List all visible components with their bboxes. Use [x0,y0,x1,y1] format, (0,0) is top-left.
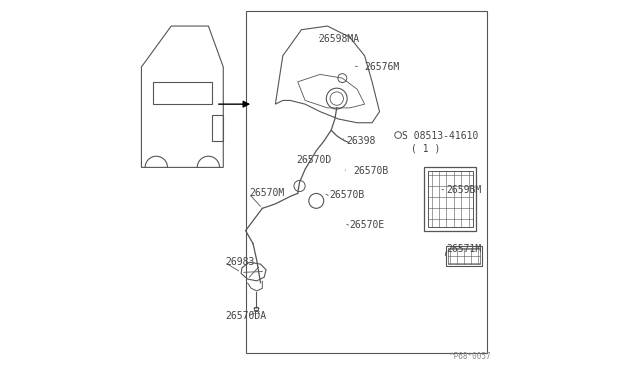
Text: 26571M: 26571M [447,244,482,254]
Text: 26398: 26398 [346,137,376,146]
Bar [447,246,482,266]
Text: 26598MA: 26598MA [318,34,359,44]
Text: 26570D: 26570D [296,155,331,165]
Text: 26570B: 26570B [353,166,388,176]
Text: ( 1 ): ( 1 ) [411,144,440,154]
Text: 26570M: 26570M [250,189,285,198]
Bar [449,248,480,264]
Text: 26983: 26983 [225,257,255,267]
Text: 26576M: 26576M [365,62,400,72]
Text: 26570E: 26570E [349,220,385,230]
Bar [428,171,472,227]
Bar [212,115,223,141]
Text: 26570DA: 26570DA [225,311,266,321]
Text: S 08513-41610: S 08513-41610 [402,131,478,141]
Bar [424,167,476,231]
Text: ^P68*0057: ^P68*0057 [449,352,491,361]
Text: 2659BM: 2659BM [447,185,482,195]
Text: 26570B: 26570B [330,190,365,200]
